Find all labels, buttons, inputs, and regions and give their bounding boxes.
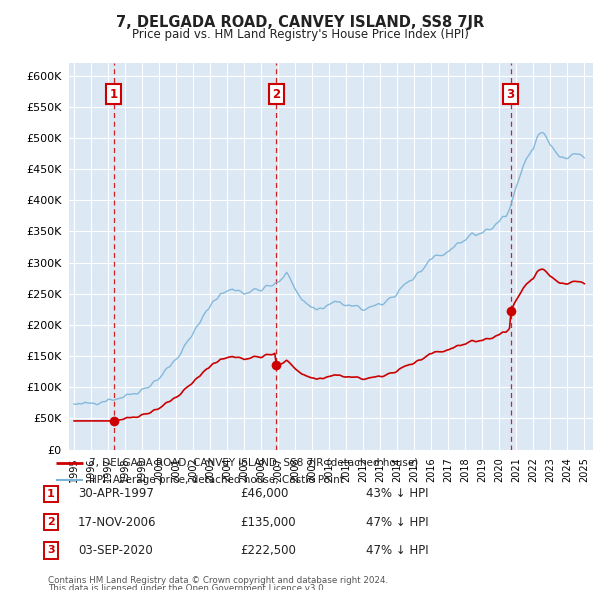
- Text: £46,000: £46,000: [240, 487, 289, 500]
- Text: 47% ↓ HPI: 47% ↓ HPI: [366, 516, 428, 529]
- Text: 2: 2: [47, 517, 55, 527]
- Text: Price paid vs. HM Land Registry's House Price Index (HPI): Price paid vs. HM Land Registry's House …: [131, 28, 469, 41]
- Text: 3: 3: [506, 88, 515, 101]
- Text: HPI: Average price, detached house, Castle Point: HPI: Average price, detached house, Cast…: [89, 474, 344, 484]
- Text: 7, DELGADA ROAD, CANVEY ISLAND, SS8 7JR: 7, DELGADA ROAD, CANVEY ISLAND, SS8 7JR: [116, 15, 484, 30]
- Text: Contains HM Land Registry data © Crown copyright and database right 2024.: Contains HM Land Registry data © Crown c…: [48, 576, 388, 585]
- Text: 03-SEP-2020: 03-SEP-2020: [78, 544, 153, 557]
- Text: £135,000: £135,000: [240, 516, 296, 529]
- Text: 47% ↓ HPI: 47% ↓ HPI: [366, 544, 428, 557]
- Text: £222,500: £222,500: [240, 544, 296, 557]
- Text: 30-APR-1997: 30-APR-1997: [78, 487, 154, 500]
- Text: 1: 1: [110, 88, 118, 101]
- Text: 3: 3: [47, 546, 55, 555]
- Text: 17-NOV-2006: 17-NOV-2006: [78, 516, 157, 529]
- Text: 7, DELGADA ROAD, CANVEY ISLAND, SS8 7JR (detached house): 7, DELGADA ROAD, CANVEY ISLAND, SS8 7JR …: [89, 458, 418, 468]
- Text: 1: 1: [47, 489, 55, 499]
- Text: 2: 2: [272, 88, 280, 101]
- Text: This data is licensed under the Open Government Licence v3.0.: This data is licensed under the Open Gov…: [48, 584, 326, 590]
- Text: 43% ↓ HPI: 43% ↓ HPI: [366, 487, 428, 500]
